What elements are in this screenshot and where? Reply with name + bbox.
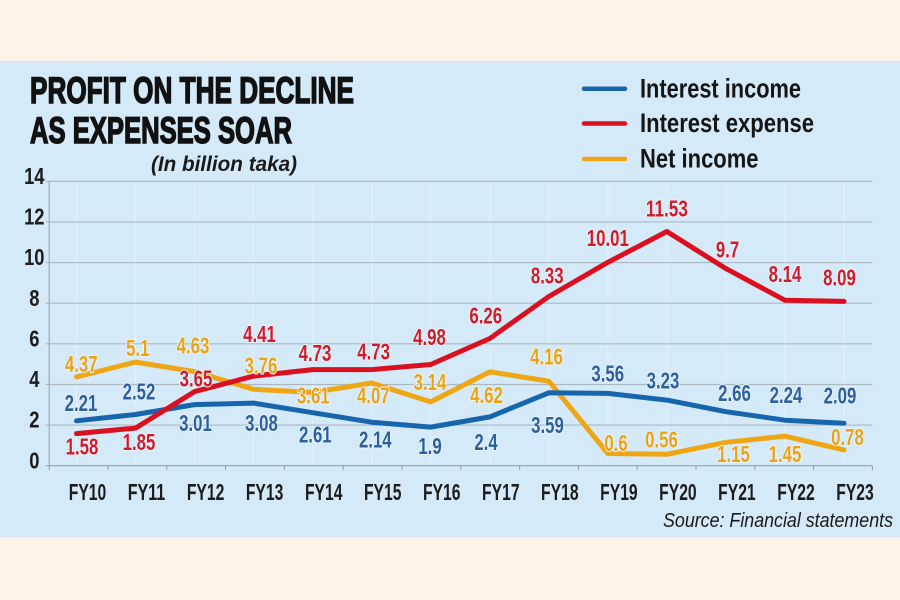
svg-text:Net income: Net income bbox=[640, 144, 759, 174]
svg-text:5.1: 5.1 bbox=[126, 335, 149, 361]
svg-text:10: 10 bbox=[24, 244, 44, 270]
svg-text:1.45: 1.45 bbox=[769, 441, 802, 467]
svg-text:14: 14 bbox=[24, 163, 44, 189]
svg-text:FY21: FY21 bbox=[718, 479, 756, 505]
svg-text:FY23: FY23 bbox=[836, 479, 874, 505]
svg-text:4.62: 4.62 bbox=[470, 382, 503, 408]
svg-text:12: 12 bbox=[24, 204, 44, 230]
svg-text:3.01: 3.01 bbox=[179, 410, 212, 436]
svg-text:4.98: 4.98 bbox=[413, 324, 446, 350]
svg-text:8.09: 8.09 bbox=[823, 265, 856, 291]
svg-text:4.63: 4.63 bbox=[177, 332, 210, 358]
svg-text:PROFIT ON THE DECLINE: PROFIT ON THE DECLINE bbox=[30, 70, 354, 111]
svg-text:2.66: 2.66 bbox=[718, 380, 751, 406]
svg-text:FY12: FY12 bbox=[187, 479, 225, 505]
svg-text:0.56: 0.56 bbox=[645, 427, 678, 453]
svg-text:1.15: 1.15 bbox=[717, 441, 750, 467]
svg-text:2.4: 2.4 bbox=[474, 429, 497, 455]
svg-text:3.56: 3.56 bbox=[591, 361, 624, 387]
svg-text:Interest income: Interest income bbox=[640, 74, 801, 104]
svg-text:2.24: 2.24 bbox=[770, 382, 803, 408]
svg-text:4.73: 4.73 bbox=[357, 339, 390, 365]
svg-text:FY17: FY17 bbox=[482, 479, 520, 505]
svg-text:FY10: FY10 bbox=[69, 479, 107, 505]
svg-text:2.14: 2.14 bbox=[359, 427, 392, 453]
svg-text:9.7: 9.7 bbox=[716, 237, 739, 263]
svg-text:3.08: 3.08 bbox=[245, 410, 278, 436]
svg-text:FY19: FY19 bbox=[600, 479, 638, 505]
svg-text:4.41: 4.41 bbox=[243, 321, 276, 347]
svg-text:8: 8 bbox=[29, 285, 39, 311]
svg-text:10.01: 10.01 bbox=[587, 225, 629, 251]
svg-text:1.85: 1.85 bbox=[123, 429, 156, 455]
svg-text:FY22: FY22 bbox=[777, 479, 815, 505]
svg-text:1.9: 1.9 bbox=[418, 433, 441, 459]
svg-text:Source: Financial statements: Source: Financial statements bbox=[663, 510, 893, 532]
svg-text:3.14: 3.14 bbox=[414, 369, 447, 395]
svg-text:3.23: 3.23 bbox=[647, 368, 680, 394]
svg-text:3.76: 3.76 bbox=[245, 352, 278, 378]
svg-text:3.59: 3.59 bbox=[531, 412, 564, 438]
svg-text:6: 6 bbox=[29, 325, 39, 351]
svg-text:2: 2 bbox=[29, 407, 39, 433]
svg-text:11.53: 11.53 bbox=[646, 196, 688, 222]
svg-text:8.14: 8.14 bbox=[769, 261, 802, 287]
svg-text:2.52: 2.52 bbox=[123, 378, 156, 404]
svg-text:4.73: 4.73 bbox=[299, 340, 332, 366]
svg-text:8.33: 8.33 bbox=[531, 263, 564, 289]
svg-text:6.26: 6.26 bbox=[469, 303, 502, 329]
svg-text:FY16: FY16 bbox=[423, 479, 461, 505]
svg-text:0.6: 0.6 bbox=[604, 430, 627, 456]
svg-text:(In billion taka): (In billion taka) bbox=[151, 153, 297, 176]
svg-text:3.61: 3.61 bbox=[297, 382, 330, 408]
svg-text:Interest expense: Interest expense bbox=[640, 108, 814, 138]
svg-text:4.37: 4.37 bbox=[65, 351, 98, 377]
svg-text:FY15: FY15 bbox=[364, 479, 402, 505]
svg-text:FY14: FY14 bbox=[305, 479, 343, 505]
svg-text:0: 0 bbox=[29, 447, 39, 473]
svg-text:AS EXPENSES SOAR: AS EXPENSES SOAR bbox=[30, 110, 292, 151]
svg-text:FY11: FY11 bbox=[128, 479, 166, 505]
svg-text:4.16: 4.16 bbox=[530, 343, 563, 369]
svg-text:2.21: 2.21 bbox=[65, 390, 98, 416]
svg-text:FY18: FY18 bbox=[541, 479, 579, 505]
svg-text:3.65: 3.65 bbox=[180, 365, 213, 391]
svg-text:4: 4 bbox=[29, 366, 39, 392]
svg-text:2.09: 2.09 bbox=[824, 383, 857, 409]
svg-text:2.61: 2.61 bbox=[299, 422, 332, 448]
svg-text:1.58: 1.58 bbox=[66, 433, 99, 459]
svg-text:4.07: 4.07 bbox=[357, 382, 390, 408]
svg-text:0.78: 0.78 bbox=[831, 424, 864, 450]
svg-text:FY13: FY13 bbox=[246, 479, 284, 505]
svg-text:FY20: FY20 bbox=[659, 479, 697, 505]
